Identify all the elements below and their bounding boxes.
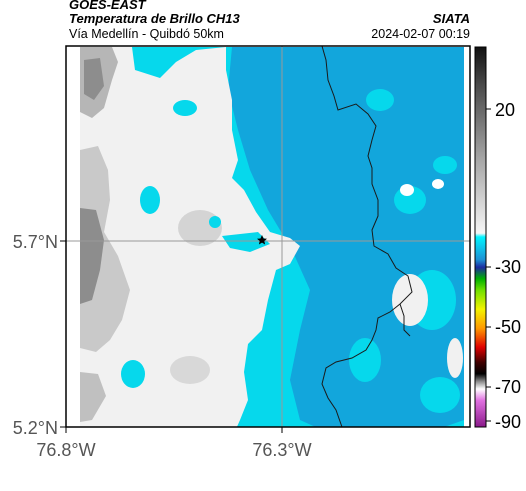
deep-cloud-region [228, 47, 464, 427]
boundary-line [321, 46, 413, 427]
location-star-marker [257, 235, 267, 245]
product-title: Temperatura de Brillo CH13 [69, 11, 240, 26]
agency-label: SIATA [432, 11, 470, 26]
lon-tick-label: 76.3°W [252, 440, 311, 460]
region-label: Vía Medellín - Quibdó 50km [69, 27, 224, 41]
lat-tick-label: 5.7°N [13, 232, 58, 252]
brightness-temperature-field [66, 46, 470, 427]
colorbar-label: -30 [495, 257, 521, 277]
colorbar: 20 -30 -50 -70 -90 [474, 46, 521, 432]
map-frame [65, 45, 471, 428]
satellite-name: GOES-EAST [69, 0, 146, 12]
colorbar-label: -50 [495, 317, 521, 337]
colorbar-label: -90 [495, 412, 521, 432]
colorbar-label: -70 [495, 377, 521, 397]
lat-tick-label: 5.2°N [13, 418, 58, 438]
lon-tick-label: 76.8°W [36, 440, 95, 460]
colorbar-label: 20 [495, 100, 515, 120]
datetime-label: 2024-02-07 00:19 [371, 27, 470, 41]
